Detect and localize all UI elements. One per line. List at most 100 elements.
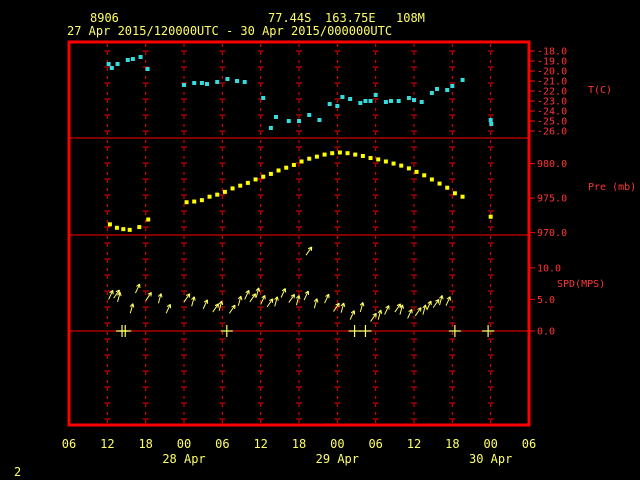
- pressure-point: [422, 173, 427, 178]
- wind-arrow: [244, 289, 250, 300]
- wind-arrow: [228, 304, 236, 314]
- pressure-series: [107, 150, 493, 232]
- pres-axis-label: 980.0: [537, 159, 567, 170]
- temperature-point: [297, 119, 301, 123]
- temperature-point: [368, 99, 373, 103]
- temperature-point: [450, 84, 455, 88]
- pressure-point: [215, 192, 220, 197]
- temperature-point: [373, 93, 378, 97]
- x-tick-label: 06: [368, 437, 382, 451]
- wind-arrow: [202, 299, 209, 310]
- temperature-point: [419, 100, 424, 104]
- temp-axis-label: -23.0: [537, 97, 567, 108]
- pressure-point: [268, 171, 273, 176]
- temperature-point: [261, 96, 266, 100]
- calm-wind-mark: [482, 325, 495, 337]
- temp-axis-label: -26.0: [537, 127, 567, 138]
- temperature-point: [130, 57, 135, 61]
- wind-arrow: [384, 305, 390, 315]
- pressure-point: [445, 185, 450, 190]
- wind-arrow: [377, 309, 383, 320]
- pres-axis-label: 975.0: [537, 194, 567, 205]
- wind-arrow: [305, 246, 313, 256]
- wind-axis-label: 10.0: [537, 263, 561, 274]
- x-axis-labels: 06 12 18 00 06 12 18 00 06 12 18 00 06 28 Apr 29 Apr 30…: [62, 437, 536, 466]
- pressure-point: [230, 186, 235, 191]
- pressure-point: [429, 177, 434, 182]
- wind-arrow: [134, 283, 141, 294]
- pressure-point: [121, 227, 126, 232]
- wind-arrow: [255, 287, 261, 298]
- wind-arrow: [349, 310, 356, 320]
- pressure-point: [345, 151, 350, 156]
- calm-wind-mark: [448, 325, 461, 337]
- temperature-point: [274, 115, 278, 119]
- station-elevation: 108M: [396, 11, 425, 25]
- calm-wind-mark: [348, 325, 361, 337]
- wind-arrow: [108, 289, 114, 300]
- pressure-point: [238, 183, 243, 188]
- wind-arrow: [249, 293, 257, 303]
- x-tick-label: 18: [445, 437, 459, 451]
- temperature-point: [192, 81, 197, 85]
- pressure-point: [192, 199, 197, 204]
- temperature-point: [268, 126, 273, 130]
- y-axis-labels: -18.0-19.0-20.0-21.0-22.0-23.0-24.0-25.0…: [529, 47, 636, 338]
- pressure-point: [307, 156, 312, 161]
- wind-arrow: [324, 293, 330, 304]
- pressure-point: [114, 225, 119, 230]
- temperature-point: [389, 99, 393, 103]
- temperature-point: [445, 88, 450, 92]
- station-latitude: 77.44S: [268, 11, 311, 25]
- pressure-point: [299, 159, 304, 164]
- plot-grid: [69, 44, 529, 423]
- temp-axis-label: -25.0: [537, 117, 567, 128]
- x-tick-label: 06: [215, 437, 229, 451]
- temperature-point: [225, 77, 230, 81]
- wind-series: [108, 246, 495, 337]
- wind-arrow: [333, 302, 340, 312]
- pressure-point: [276, 168, 281, 173]
- pressure-point: [383, 159, 388, 164]
- temperature-point: [286, 119, 291, 123]
- calm-wind-mark: [220, 325, 233, 337]
- temperature-point: [327, 102, 332, 106]
- day-label: 30 Apr: [469, 452, 512, 466]
- x-tick-label: 06: [62, 437, 76, 451]
- wind-arrow: [439, 295, 444, 306]
- x-tick-label: 12: [253, 437, 267, 451]
- temperature-point: [489, 122, 494, 126]
- temperature-point: [340, 95, 345, 99]
- wind-arrow: [303, 290, 310, 301]
- wind-arrow: [212, 303, 219, 313]
- wind-arrow: [237, 295, 243, 306]
- day-label: 28 Apr: [162, 452, 205, 466]
- wind-arrow: [394, 303, 402, 313]
- pressure-point: [199, 198, 204, 203]
- temp-axis-label: -21.0: [537, 77, 567, 88]
- pressure-point: [314, 154, 319, 159]
- temp-axis-label: -22.0: [537, 87, 567, 98]
- temperature-point: [182, 83, 186, 87]
- temperature-point: [335, 104, 340, 108]
- wind-arrow: [313, 298, 319, 309]
- pressure-point: [391, 161, 396, 166]
- pressure-point: [399, 163, 404, 168]
- wind-arrow: [414, 307, 422, 317]
- wind-arrow: [260, 294, 266, 305]
- temperature-point: [215, 80, 220, 84]
- x-tick-label: 12: [407, 437, 421, 451]
- pressure-point: [146, 217, 151, 222]
- temperature-point: [435, 87, 439, 91]
- temperature-point: [125, 58, 130, 62]
- pressure-point: [488, 214, 493, 219]
- pressure-point: [284, 165, 289, 170]
- x-tick-label: 06: [522, 437, 536, 451]
- wind-arrow: [445, 296, 451, 306]
- calm-wind-mark: [119, 325, 132, 337]
- pressure-point: [107, 222, 112, 227]
- temp-axis-label: -18.0: [537, 47, 567, 58]
- pressure-point: [337, 150, 342, 155]
- wind-arrow: [280, 288, 287, 298]
